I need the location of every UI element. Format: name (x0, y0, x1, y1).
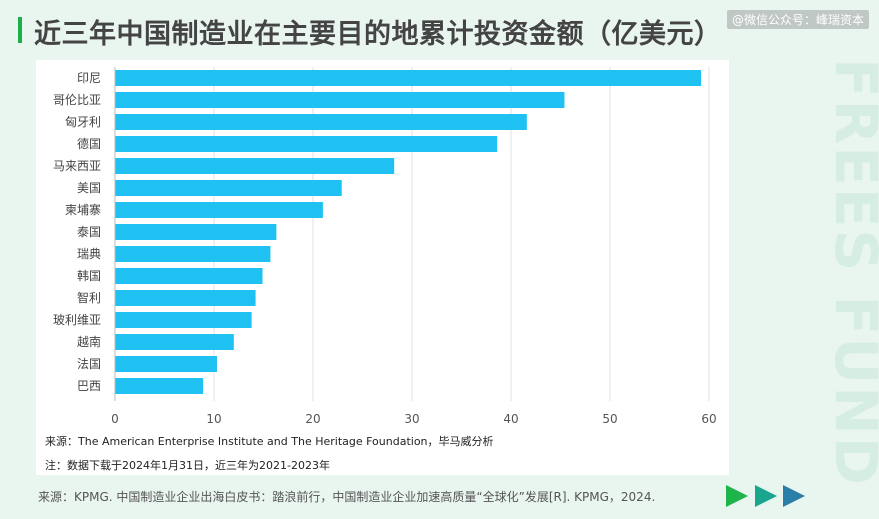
x-tick-label: 10 (206, 412, 221, 426)
x-tick-label: 40 (503, 412, 518, 426)
category-label: 印尼 (77, 71, 101, 85)
x-tick-label: 30 (404, 412, 419, 426)
category-label: 巴西 (77, 379, 101, 393)
arrow-icon-2 (755, 485, 777, 507)
category-label: 瑞典 (77, 247, 101, 261)
x-tick-label: 20 (305, 412, 320, 426)
category-label: 法国 (77, 357, 101, 371)
category-label: 美国 (77, 181, 101, 195)
bar-chart: 0 10 20 30 40 50 60 印尼哥伦比亚匈牙利德国马来西亚美国柬埔寨泰国瑞典韩国智… (53, 67, 717, 426)
x-tick-label: 0 (111, 412, 119, 426)
arrow-icon-1 (726, 485, 748, 507)
x-tick-label: 60 (701, 412, 716, 426)
data-date-note: 注：数据下载于2024年1月31日，近三年为2021-2023年 (45, 459, 330, 472)
category-label: 柬埔寨 (65, 202, 101, 217)
bar (115, 114, 527, 130)
category-label: 匈牙利 (65, 115, 101, 129)
bar (115, 70, 702, 86)
category-label: 智利 (77, 290, 101, 305)
watermark: FREES FUND (822, 58, 879, 487)
bar (115, 136, 498, 152)
category-label: 韩国 (77, 268, 101, 283)
chart-panel: 0 10 20 30 40 50 60 印尼哥伦比亚匈牙利德国马来西亚美国柬埔寨泰国瑞典韩国智… (36, 60, 729, 475)
bar (115, 92, 565, 108)
arrow-icon-3 (783, 485, 805, 507)
bar (115, 378, 204, 394)
decorative-arrows (726, 485, 805, 507)
category-label: 德国 (77, 136, 101, 151)
bar (115, 312, 252, 328)
category-label: 越南 (77, 334, 101, 349)
wechat-account-label: @微信公众号：峰瑞资本 (726, 10, 869, 29)
bar (115, 290, 256, 306)
category-label: 哥伦比亚 (53, 92, 101, 107)
bar (115, 224, 277, 240)
x-tick-label: 50 (602, 412, 617, 426)
category-label: 玻利维亚 (53, 313, 101, 327)
bar (115, 356, 217, 372)
bar (115, 334, 234, 350)
data-source-note: 来源：The American Enterprise Institute and… (45, 435, 494, 448)
title-accent-bar (18, 17, 22, 43)
category-label: 马来西亚 (53, 159, 101, 173)
bar (115, 158, 395, 174)
category-label: 泰国 (77, 225, 101, 239)
bar (115, 202, 323, 218)
footer-source: 来源：KPMG. 中国制造业企业出海白皮书：踏浪前行，中国制造业企业加速高质量“… (38, 490, 656, 504)
bar (115, 268, 263, 284)
bar (115, 246, 271, 262)
bar (115, 180, 342, 196)
page-title: 近三年中国制造业在主要目的地累计投资金额（亿美元） (34, 19, 722, 50)
